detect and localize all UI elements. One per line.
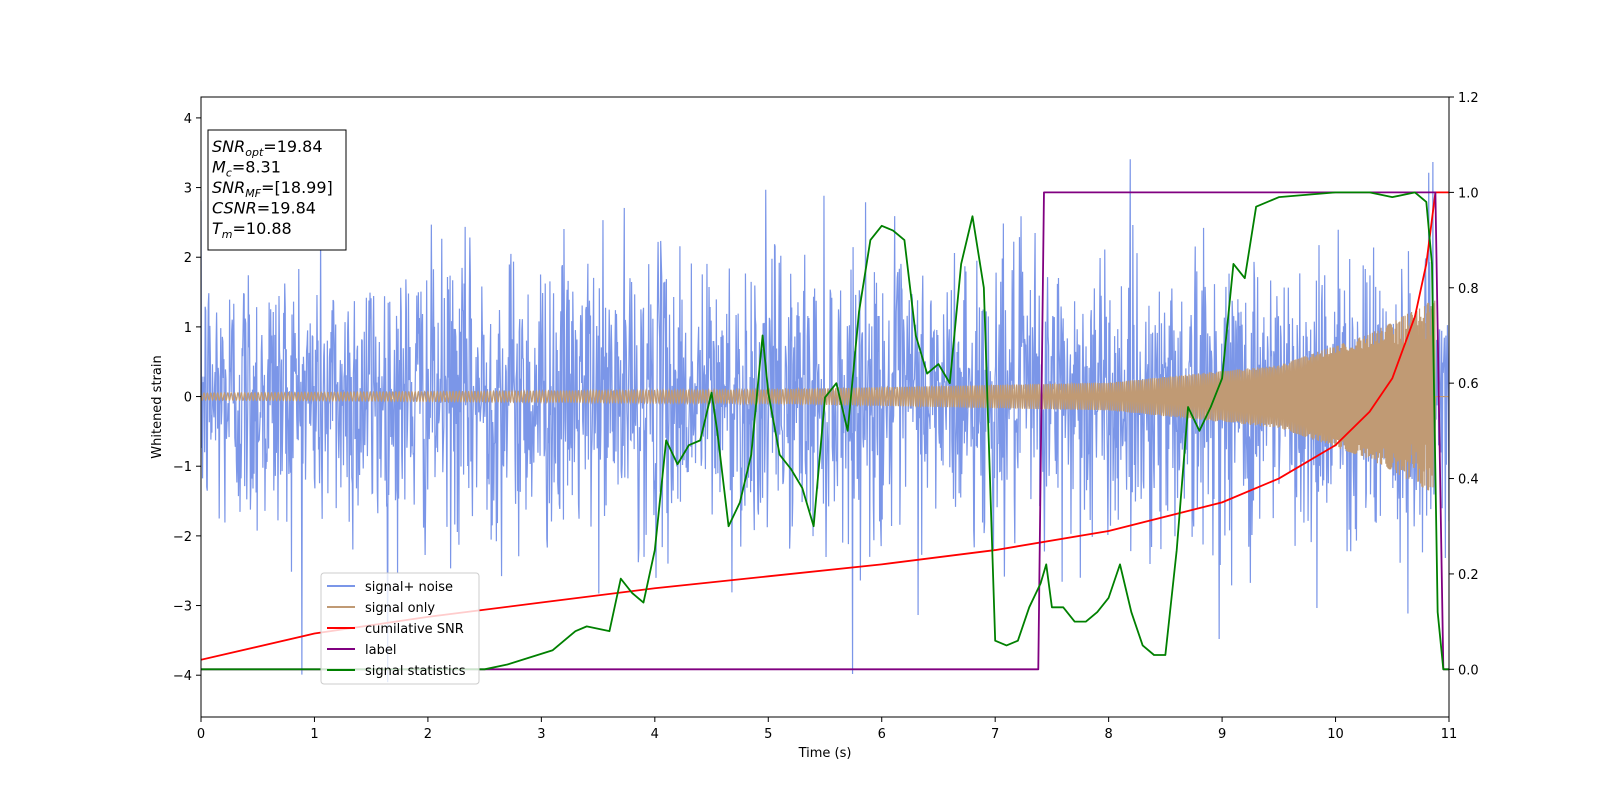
y2-tick-label: 0.4 (1458, 473, 1479, 488)
legend-signal-only-text: signal only (365, 601, 435, 616)
x-axis-label: Time (s) (798, 746, 852, 761)
y-tick-label: 4 (184, 112, 192, 127)
legend-frame (320, 572, 480, 685)
x-tick-label: 2 (424, 727, 432, 742)
y-tick-label: −3 (173, 600, 192, 615)
y-tick-label: 1 (184, 321, 192, 336)
x-tick-label: 3 (537, 727, 545, 742)
y-axis-label: Whitened strain (150, 355, 165, 458)
y-tick-label: −2 (173, 530, 192, 545)
x-tick-label: 9 (1218, 727, 1226, 742)
y2-tick-label: 0.6 (1458, 377, 1479, 392)
y-tick-label: 2 (184, 251, 192, 266)
annotation-line: Mc=8.31 (212, 158, 281, 180)
x-tick-label: 1 (310, 727, 318, 742)
annotation-line: Tm=10.88 (212, 219, 292, 241)
series-cumulative-snr (201, 191, 1449, 661)
y2-tick-label: 0.8 (1458, 282, 1479, 297)
y2-tick-label: 0.0 (1458, 663, 1479, 678)
x-tick-label: 7 (991, 727, 999, 742)
y2-tick-label: 1.0 (1458, 186, 1479, 201)
y-axis-right: 1.2 1.0 0.8 0.6 0.4 0.2 0.0 (1449, 91, 1479, 678)
x-tick-label: 0 (197, 727, 205, 742)
x-tick-label: 8 (1104, 727, 1112, 742)
x-tick-label: 4 (651, 727, 659, 742)
legend-label-text: label (365, 643, 396, 658)
series-signal-noise (201, 159, 1449, 683)
x-tick-label: 10 (1327, 727, 1344, 742)
series-signal-only (201, 300, 1449, 491)
y-tick-label: 3 (184, 182, 192, 197)
x-axis: 0 1 2 3 4 5 6 7 8 9 10 11 (197, 717, 1457, 742)
annotation-line: CSNR=19.84 (212, 199, 316, 218)
legend-cumulative-snr-text: cumilative SNR (365, 622, 464, 637)
series-signal-statistics (201, 191, 1449, 671)
annotation-line: SNRMF=[18.99] (212, 178, 333, 200)
y-tick-label: 0 (184, 391, 192, 406)
y-axis-left: 4 3 2 1 0 −1 −2 −3 −4 (173, 112, 201, 684)
axes-frame (200, 96, 1450, 718)
x-tick-label: 11 (1441, 727, 1458, 742)
y2-tick-label: 0.2 (1458, 568, 1479, 583)
snr-annotation-box: SNRopt=19.84Mc=8.31SNRMF=[18.99]CSNR=19.… (207, 129, 347, 251)
y-tick-label: −1 (173, 460, 192, 475)
legend: signal+ noise signal only cumilative SNR la… (320, 572, 480, 685)
plot-area (201, 159, 1449, 683)
y-tick-label: −4 (173, 669, 192, 684)
legend-signal-noise-text: signal+ noise (365, 580, 453, 595)
x-tick-label: 5 (764, 727, 772, 742)
legend-signal-statistics-text: signal statistics (365, 664, 466, 679)
y2-tick-label: 1.2 (1458, 91, 1479, 106)
x-tick-label: 6 (878, 727, 886, 742)
annotation-line: SNRopt=19.84 (212, 137, 323, 159)
